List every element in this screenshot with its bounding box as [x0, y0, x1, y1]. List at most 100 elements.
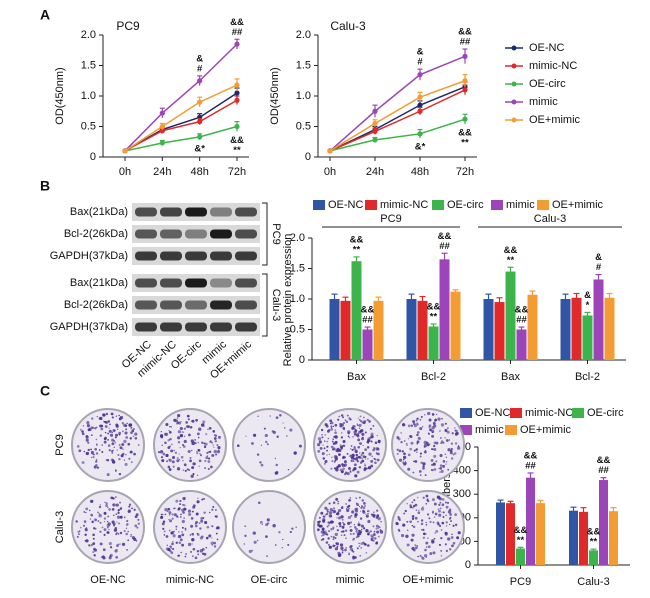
colony-row-label: Calu-3: [54, 511, 66, 543]
colony: [375, 452, 378, 454]
colony: [84, 533, 87, 537]
colony: [361, 505, 364, 508]
colony: [321, 436, 324, 439]
colony: [357, 438, 361, 442]
colony: [112, 503, 114, 506]
colony: [282, 422, 284, 424]
colony: [207, 460, 211, 463]
y-tick-label: 2.0: [296, 29, 311, 41]
colony: [398, 449, 402, 453]
colony: [328, 530, 331, 533]
colony: [414, 460, 418, 463]
colony: [411, 546, 415, 551]
colony: [431, 498, 435, 502]
colony: [318, 516, 321, 519]
colony: [177, 441, 181, 444]
colony: [328, 429, 331, 432]
colony: [321, 452, 325, 456]
colony: [404, 509, 407, 513]
legend-swatch: [572, 408, 584, 418]
colony: [352, 467, 356, 471]
point: [417, 94, 423, 100]
colony: [403, 452, 406, 456]
colony: [324, 423, 328, 427]
legend-label: mimic: [475, 424, 504, 436]
annotation: **: [353, 244, 361, 255]
y-tick-label: 0.5: [81, 120, 96, 132]
colony: [456, 536, 460, 540]
colony: [183, 427, 186, 430]
bar: [329, 299, 340, 360]
colony: [95, 459, 98, 461]
colony: [334, 429, 337, 431]
colony: [192, 441, 196, 445]
colony: [454, 442, 458, 445]
colony: [88, 509, 91, 512]
colony: [406, 444, 408, 446]
colony: [114, 433, 119, 437]
colony: [93, 554, 96, 557]
colony: [339, 445, 343, 449]
colony: [325, 512, 329, 516]
colony: [370, 432, 374, 436]
colony: [291, 527, 294, 530]
colony: [439, 501, 442, 504]
colony: [161, 444, 163, 447]
colony: [175, 499, 179, 503]
colony: [204, 442, 208, 446]
legend-label: OE-NC: [328, 199, 364, 211]
colony: [103, 533, 106, 536]
colony: [171, 517, 174, 520]
colony: [172, 547, 175, 550]
colony: [108, 449, 111, 452]
colony: [100, 427, 104, 431]
legend-label: OE+mimic: [552, 199, 604, 211]
colony: [92, 453, 94, 455]
annotation: ##: [362, 315, 373, 326]
colony: [433, 468, 437, 471]
colony: [86, 424, 91, 428]
colony: [326, 440, 329, 443]
point: [197, 78, 203, 84]
colony: [113, 446, 116, 448]
colony: [124, 431, 128, 435]
series: [351, 256, 593, 360]
colony: [355, 530, 358, 533]
colony: [370, 435, 374, 439]
annotation: &*: [415, 142, 426, 153]
colony: [354, 513, 358, 517]
colony: [436, 495, 440, 499]
colony: [341, 525, 345, 529]
point: [234, 97, 240, 103]
colony: [365, 514, 369, 518]
colony: [322, 519, 326, 523]
colony: [180, 551, 182, 554]
colony: [115, 496, 117, 498]
line: [329, 55, 466, 152]
chart-title: PC9: [116, 19, 140, 33]
y-tick-label: 0: [299, 354, 305, 366]
colony: [259, 461, 262, 464]
annotation: #: [197, 63, 203, 74]
colony: [440, 423, 445, 427]
colony: [323, 447, 326, 450]
colony: [195, 418, 198, 422]
colony: [439, 454, 443, 458]
x-tick-label: 48h: [411, 166, 429, 178]
annotation: ##: [525, 460, 536, 471]
colony: [182, 460, 184, 462]
colony: [358, 542, 360, 545]
colony: [363, 468, 367, 472]
colony: [328, 511, 333, 515]
colony: [355, 527, 358, 531]
colony: [203, 445, 207, 449]
colony: [351, 448, 354, 451]
colony: [422, 536, 426, 539]
colony: [444, 437, 446, 439]
point: [159, 123, 165, 130]
colony: [347, 521, 351, 525]
colony: [326, 508, 329, 511]
colony: [377, 516, 381, 521]
colony: [341, 464, 346, 468]
colony: [182, 511, 185, 514]
